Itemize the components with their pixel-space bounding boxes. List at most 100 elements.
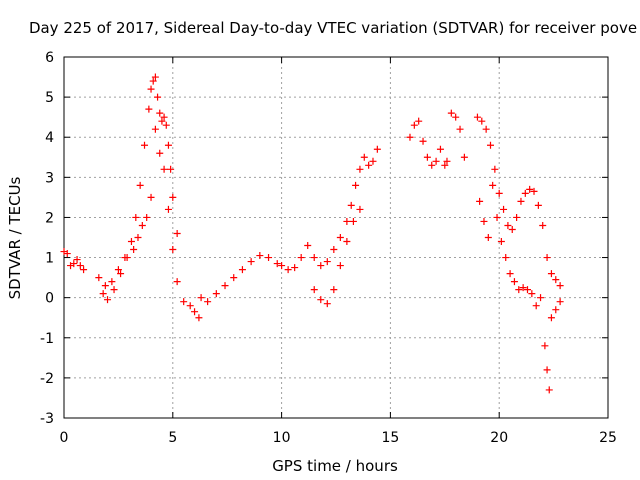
- data-point: [508, 225, 516, 233]
- data-point: [238, 266, 246, 274]
- data-point: [151, 73, 159, 81]
- y-tick-label: 1: [45, 251, 54, 267]
- data-point: [360, 153, 368, 161]
- y-tick-label: -2: [40, 371, 54, 387]
- data-point: [156, 109, 164, 117]
- data-point: [141, 141, 149, 149]
- data-point: [323, 258, 331, 266]
- data-point: [336, 234, 344, 241]
- x-axis-ticks: 0 5 10 15 20 25: [60, 57, 617, 446]
- x-tick-label: 15: [381, 430, 399, 446]
- grid-lines: [64, 57, 608, 418]
- data-point: [247, 258, 255, 266]
- data-point: [543, 366, 551, 374]
- data-point: [330, 246, 338, 254]
- data-point: [221, 282, 229, 290]
- data-point: [95, 274, 103, 282]
- data-point: [523, 286, 531, 294]
- data-point: [428, 161, 436, 169]
- data-point: [547, 314, 555, 322]
- data-point: [493, 213, 501, 221]
- data-point: [365, 161, 373, 169]
- data-point: [349, 217, 357, 225]
- data-point: [156, 149, 164, 157]
- data-point: [130, 246, 138, 254]
- data-point: [532, 302, 540, 310]
- data-point: [127, 238, 135, 246]
- y-tick-label: 2: [45, 210, 54, 226]
- data-point: [99, 290, 107, 298]
- data-point: [528, 290, 536, 298]
- data-point: [476, 197, 484, 205]
- data-point: [317, 296, 325, 304]
- data-point: [545, 386, 553, 394]
- series-segment-2-lower: [99, 125, 203, 322]
- data-point: [482, 125, 490, 133]
- data-point: [186, 302, 194, 310]
- data-point: [173, 229, 181, 237]
- data-point: [80, 266, 88, 274]
- data-point: [369, 157, 377, 165]
- data-point: [110, 286, 118, 294]
- data-point: [132, 213, 140, 221]
- data-point: [343, 238, 351, 246]
- data-point: [73, 256, 81, 264]
- data-point: [356, 165, 364, 173]
- x-axis-label: GPS time / hours: [272, 457, 398, 475]
- data-point: [502, 254, 510, 262]
- series-segment-3-lower: [310, 205, 364, 308]
- x-tick-label: 20: [490, 430, 508, 446]
- data-point: [473, 113, 481, 121]
- data-point: [537, 294, 545, 302]
- data-point: [149, 77, 157, 85]
- data-point: [356, 205, 364, 213]
- x-tick-label: 0: [60, 430, 69, 446]
- data-point: [336, 262, 344, 270]
- data-point: [480, 217, 488, 225]
- data-point: [108, 278, 116, 286]
- plot-frame: [63, 56, 609, 419]
- data-point: [513, 213, 521, 221]
- data-point: [145, 105, 153, 113]
- data-point: [478, 117, 486, 125]
- data-point: [491, 165, 499, 173]
- data-point: [534, 201, 542, 209]
- data-point: [297, 254, 305, 262]
- series-segment-4: [406, 109, 468, 169]
- data-point: [530, 187, 538, 195]
- data-point: [419, 137, 427, 145]
- data-point: [273, 260, 281, 268]
- y-tick-label: 5: [45, 90, 54, 106]
- data-point: [543, 254, 551, 262]
- data-point: [278, 262, 286, 270]
- data-point: [143, 213, 151, 221]
- data-point: [432, 157, 440, 165]
- data-point: [134, 234, 142, 241]
- data-point: [373, 145, 381, 153]
- data-point: [443, 157, 451, 165]
- data-point: [63, 250, 71, 258]
- data-point: [330, 286, 338, 294]
- data-point: [123, 254, 131, 262]
- data-point: [158, 117, 166, 125]
- data-point: [423, 153, 431, 161]
- data-points: [60, 73, 564, 394]
- data-point: [352, 181, 360, 189]
- data-point: [495, 189, 503, 197]
- data-point: [256, 252, 264, 260]
- data-point: [347, 201, 355, 209]
- data-point: [104, 296, 112, 304]
- data-point: [460, 153, 468, 161]
- data-point: [164, 205, 172, 213]
- data-point: [147, 193, 155, 201]
- data-point: [556, 298, 564, 306]
- data-point: [515, 286, 523, 294]
- data-point: [436, 145, 444, 153]
- data-point: [70, 260, 78, 268]
- data-point: [497, 238, 505, 246]
- data-point: [456, 125, 464, 133]
- data-point: [519, 284, 527, 292]
- data-point: [556, 282, 564, 290]
- data-point: [506, 270, 514, 278]
- data-point: [195, 314, 203, 322]
